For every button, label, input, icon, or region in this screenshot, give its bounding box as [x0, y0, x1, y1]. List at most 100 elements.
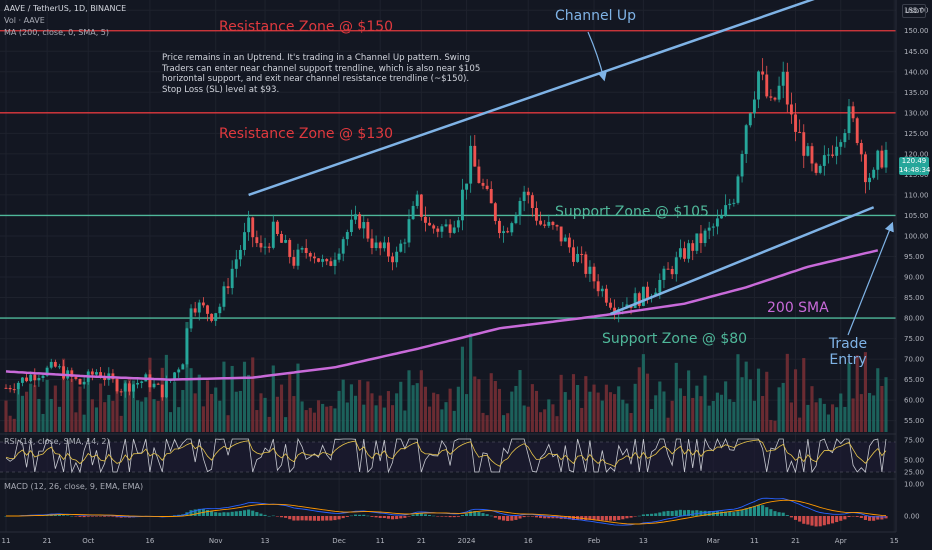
volume-bar	[629, 412, 633, 432]
time-tick-label: 13	[639, 537, 648, 545]
macd-histogram-bar	[395, 516, 399, 520]
macd-histogram-bar	[822, 516, 826, 526]
macd-histogram-bar	[214, 512, 218, 516]
macd-histogram-bar	[390, 516, 395, 520]
candle-body	[275, 221, 279, 234]
candle-body	[670, 268, 674, 275]
macd-histogram-bar	[189, 510, 193, 516]
volume-bar	[107, 394, 111, 432]
macd-histogram-bar	[316, 516, 321, 521]
price-tick-label: 130.00	[904, 109, 929, 117]
volume-bar	[345, 402, 349, 432]
volume-bar	[177, 407, 181, 432]
candle-body	[683, 248, 686, 259]
candle-body	[798, 131, 802, 133]
candle-body	[407, 219, 411, 243]
candle-body	[366, 222, 370, 239]
volume-bar	[822, 403, 826, 432]
volume-bar	[275, 396, 279, 432]
candle-body	[637, 293, 641, 306]
resistance-130-label: Resistance Zone @ $130	[219, 126, 394, 142]
candle-body	[843, 133, 847, 143]
candle-body	[444, 224, 448, 227]
time-tick-label: 21	[417, 537, 426, 545]
volume-bar	[765, 371, 769, 432]
macd-histogram-bar	[382, 516, 386, 519]
macd-histogram-bar	[477, 512, 481, 516]
macd-histogram-bar	[325, 516, 329, 521]
macd-histogram-bar	[641, 514, 645, 516]
macd-histogram-bar	[62, 515, 66, 516]
candle-body	[45, 367, 49, 376]
candle-body	[473, 145, 477, 167]
currency-button[interactable]: USDT	[902, 4, 926, 18]
macd-histogram-bar	[719, 511, 724, 516]
macd-histogram-bar	[86, 516, 90, 517]
candle-body	[53, 361, 57, 367]
volume-bar	[419, 370, 423, 432]
macd-histogram-bar	[518, 516, 522, 519]
price-tick-label: 80.00	[904, 315, 924, 323]
macd-histogram-bar	[234, 511, 238, 516]
macd-histogram-bar	[296, 516, 300, 521]
candle-body	[884, 149, 888, 168]
macd-histogram-bar	[839, 516, 843, 521]
candle-body	[160, 384, 164, 398]
macd-histogram-bar	[670, 511, 674, 516]
candle-body	[296, 249, 300, 266]
volume-bar	[362, 404, 366, 432]
macd-histogram-bar	[678, 509, 682, 516]
volume-bar	[691, 397, 695, 432]
candle-body	[687, 243, 691, 259]
volume-bar	[802, 358, 806, 432]
volume-bar	[567, 399, 571, 432]
candle-body	[641, 286, 645, 306]
price-tick-label: 120.00	[904, 150, 929, 158]
volume-bar	[415, 383, 419, 432]
candle-body	[489, 188, 493, 204]
macd-histogram-bar	[592, 516, 596, 521]
volume-bar	[267, 416, 271, 432]
macd-histogram-bar	[263, 514, 267, 516]
volume-bar	[506, 413, 510, 432]
rsi-tick-label: 25.00	[904, 469, 924, 477]
candle-body	[563, 237, 567, 242]
price-tick-label: 75.00	[904, 335, 924, 343]
macd-histogram-bar	[415, 513, 419, 516]
volume-bar	[843, 406, 847, 432]
volume-bar	[502, 415, 506, 432]
volume-bar	[49, 398, 53, 432]
macd-histogram-bar	[370, 516, 374, 517]
price-tick-label: 55.00	[904, 417, 924, 425]
macd-histogram-bar	[650, 513, 654, 516]
volume-bar	[448, 388, 452, 432]
candle-body	[189, 308, 193, 329]
volume-bar	[263, 397, 267, 432]
macd-histogram-bar	[374, 516, 378, 518]
candle-body	[765, 74, 769, 97]
volume-bar	[201, 406, 205, 432]
macd-histogram-bar	[440, 516, 444, 517]
candle-body	[177, 369, 181, 373]
volume-bar	[279, 384, 284, 432]
macd-histogram-bar	[604, 516, 608, 521]
candle-body	[243, 232, 246, 250]
candle-body	[263, 246, 267, 248]
candle-body	[580, 253, 584, 255]
volume-bar	[16, 389, 20, 432]
macd-histogram-bar	[547, 516, 551, 519]
candle-body	[518, 200, 522, 216]
candle-body	[259, 243, 263, 248]
macd-histogram-bar	[78, 516, 82, 517]
macd-histogram-bar	[806, 516, 810, 525]
macd-histogram-bar	[275, 516, 279, 517]
candle-body	[12, 389, 16, 391]
resistance-150-label: Resistance Zone @ $150	[219, 19, 394, 35]
volume-bar	[596, 392, 600, 432]
volume-bar	[152, 399, 156, 432]
trade-entry-line2: Entry	[829, 352, 867, 368]
volume-bar	[489, 373, 493, 432]
candle-body	[576, 253, 580, 262]
volume-bar	[518, 370, 522, 432]
candle-body	[49, 361, 53, 368]
